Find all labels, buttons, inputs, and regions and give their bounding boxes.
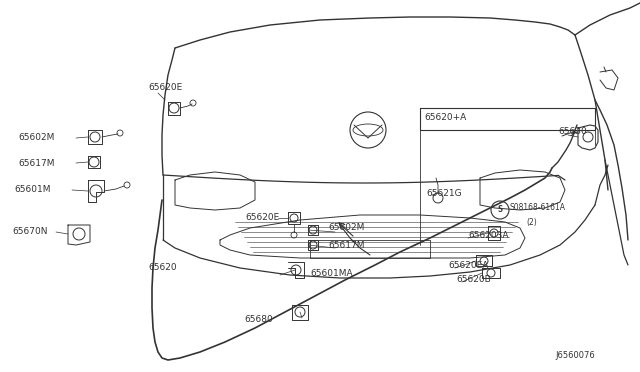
Text: 65601M: 65601M [14, 186, 51, 195]
Text: 65620+A: 65620+A [424, 113, 467, 122]
Text: 656203A: 656203A [468, 231, 509, 240]
Text: 65602M: 65602M [18, 132, 54, 141]
Text: 65620E: 65620E [148, 83, 182, 93]
Text: J6560076: J6560076 [555, 350, 595, 359]
Text: 65630: 65630 [558, 128, 587, 137]
Text: 65617M: 65617M [328, 241, 365, 250]
Text: S: S [497, 205, 502, 215]
Text: (2): (2) [526, 218, 537, 227]
Text: 65617M: 65617M [18, 158, 54, 167]
Text: 65621G: 65621G [426, 189, 461, 199]
Text: 65670N: 65670N [12, 227, 47, 235]
Text: 65680: 65680 [244, 315, 273, 324]
Text: 65602M: 65602M [328, 224, 364, 232]
Text: S08168-6161A: S08168-6161A [510, 203, 566, 212]
Text: 65620: 65620 [148, 263, 177, 273]
Text: 65601MA: 65601MA [310, 269, 353, 278]
Text: 65620B: 65620B [456, 276, 491, 285]
Text: 65620E: 65620E [245, 214, 279, 222]
Text: 65620EA: 65620EA [448, 260, 488, 269]
